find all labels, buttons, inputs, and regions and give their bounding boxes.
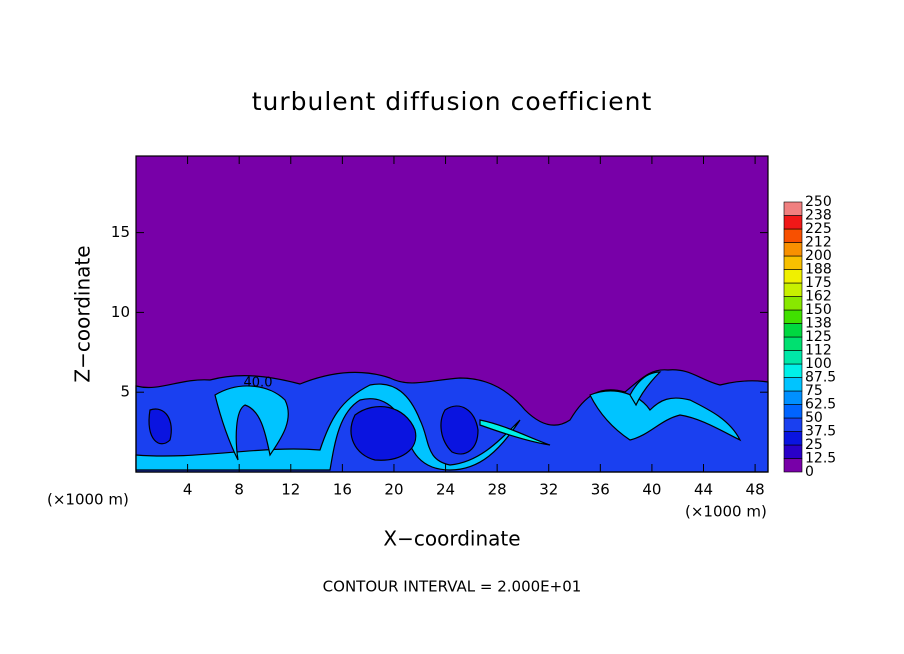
field-region bbox=[629, 371, 662, 407]
colorbar-bin bbox=[783, 404, 803, 419]
x-tick-label: 36 bbox=[591, 481, 610, 499]
colorbar-label: 238 bbox=[805, 208, 832, 224]
colorbar-label: 125 bbox=[805, 329, 832, 345]
plot-frame bbox=[135, 155, 769, 473]
x-tick-label: 44 bbox=[694, 481, 713, 499]
x-unit-label: (×1000 m) bbox=[47, 491, 129, 509]
colorbar-label: 250 bbox=[805, 194, 832, 210]
colorbar-label: 12.5 bbox=[805, 451, 836, 467]
colorbar-label: 37.5 bbox=[805, 424, 836, 440]
colorbar-label: 175 bbox=[805, 275, 832, 291]
colorbar-bin bbox=[783, 431, 803, 446]
colorbar-label: 188 bbox=[805, 262, 832, 278]
colorbar-bin bbox=[783, 201, 803, 216]
field-region bbox=[135, 383, 521, 471]
x-tick-label: 32 bbox=[539, 481, 558, 499]
colorbar-bin bbox=[783, 296, 803, 311]
colorbar-label: 138 bbox=[805, 316, 832, 332]
colorbar-bin bbox=[783, 417, 803, 432]
x-tick-label: 12 bbox=[281, 481, 300, 499]
field-region bbox=[440, 405, 479, 455]
x-tick-label: 24 bbox=[436, 481, 455, 499]
colorbar-bin bbox=[783, 336, 803, 351]
x-tick-label: 8 bbox=[234, 481, 244, 499]
colorbar-bin bbox=[783, 282, 803, 297]
colorbar-label: 0 bbox=[805, 464, 814, 480]
colorbar-label: 75 bbox=[805, 383, 823, 399]
colorbar-bin bbox=[783, 309, 803, 324]
colorbar-label: 162 bbox=[805, 289, 832, 305]
colorbar-bin bbox=[783, 377, 803, 392]
colorbar-label: 150 bbox=[805, 302, 832, 318]
y-tick-label: 5 bbox=[120, 383, 130, 401]
colorbar-bin bbox=[783, 228, 803, 243]
colorbar-bin bbox=[783, 363, 803, 378]
colorbar-bin bbox=[783, 350, 803, 365]
colorbar-label: 25 bbox=[805, 437, 823, 453]
x-tick-label: 4 bbox=[183, 481, 193, 499]
x-unit-label: (×1000 m) bbox=[685, 503, 767, 521]
contour-label: 40.0 bbox=[244, 376, 273, 391]
colorbar-bin bbox=[783, 269, 803, 284]
colorbar-label: 212 bbox=[805, 235, 832, 251]
y-tick-label: 10 bbox=[111, 303, 130, 321]
field-region bbox=[479, 419, 551, 446]
colorbar-label: 112 bbox=[805, 343, 832, 359]
colorbar-bin bbox=[783, 390, 803, 405]
colorbar-bin bbox=[783, 444, 803, 459]
x-tick-label: 20 bbox=[384, 481, 403, 499]
colorbar-label: 87.5 bbox=[805, 370, 836, 386]
field-region bbox=[589, 390, 742, 442]
field-region bbox=[148, 408, 172, 445]
colorbar-label: 200 bbox=[805, 248, 832, 264]
colorbar-label: 100 bbox=[805, 356, 832, 372]
colorbar-bin bbox=[783, 255, 803, 270]
colorbar-bin bbox=[783, 242, 803, 257]
colorbar-bin bbox=[783, 323, 803, 338]
colorbar-bin bbox=[783, 458, 803, 473]
colorbar-label: 225 bbox=[805, 221, 832, 237]
y-tick-label: 15 bbox=[111, 223, 130, 241]
field-region bbox=[214, 385, 289, 461]
x-tick-label: 16 bbox=[333, 481, 352, 499]
colorbar-label: 62.5 bbox=[805, 397, 836, 413]
x-tick-label: 28 bbox=[488, 481, 507, 499]
field bbox=[135, 156, 769, 473]
field-region bbox=[350, 406, 417, 461]
x-tick-label: 40 bbox=[642, 481, 661, 499]
chart-title: turbulent diffusion coefficient bbox=[252, 87, 653, 116]
y-axis-label: Z−coordinate bbox=[71, 245, 95, 382]
x-axis-label: X−coordinate bbox=[383, 527, 520, 551]
colorbar-bin bbox=[783, 215, 803, 230]
x-tick-label: 48 bbox=[746, 481, 765, 499]
colorbar-label: 50 bbox=[805, 410, 823, 426]
footer: CONTOUR INTERVAL = 2.000E+01 bbox=[323, 578, 582, 596]
